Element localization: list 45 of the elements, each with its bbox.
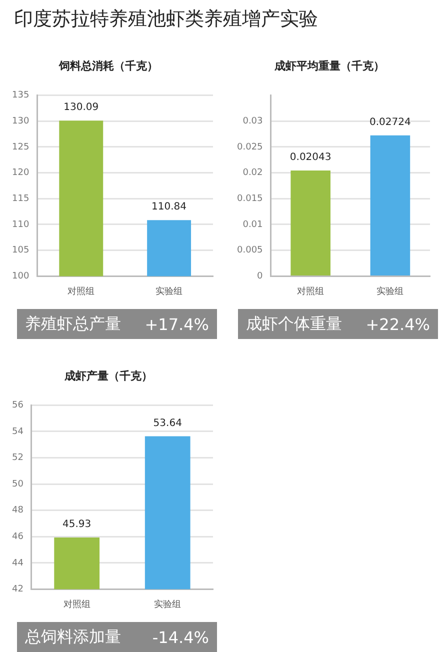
x-tick-label: 对照组 bbox=[63, 598, 90, 610]
chart-title: 成虾平均重量（千克） bbox=[274, 59, 384, 72]
y-tick-label: 0.02 bbox=[242, 168, 263, 178]
y-tick-label: 48 bbox=[12, 506, 24, 516]
y-tick-label: 42 bbox=[12, 584, 24, 595]
y-tick-label: 100 bbox=[12, 272, 30, 282]
x-tick-label: 实验组 bbox=[156, 286, 183, 297]
text: 总饲料添加量 bbox=[25, 626, 121, 648]
y-tick-label: 115 bbox=[12, 194, 30, 204]
data-label: 0.02724 bbox=[370, 116, 411, 128]
text: 成虾个体重量 bbox=[246, 314, 342, 334]
y-tick-label: 0.015 bbox=[237, 194, 263, 204]
y-tick-label: 56 bbox=[12, 400, 24, 411]
text: -14.4% bbox=[152, 628, 209, 646]
y-tick-label: 52 bbox=[12, 453, 24, 464]
y-tick-label: 54 bbox=[12, 426, 24, 437]
chart-title: 饲料总消耗（千克） bbox=[58, 59, 158, 72]
y-tick-label: 120 bbox=[12, 168, 30, 178]
y-tick-label: 130 bbox=[12, 116, 30, 126]
y-tick-label: 0 bbox=[257, 272, 264, 282]
data-label: 130.09 bbox=[64, 102, 99, 114]
x-tick-label: 实验组 bbox=[154, 598, 182, 610]
y-tick-label: 44 bbox=[12, 558, 24, 568]
data-label: 53.64 bbox=[153, 418, 182, 429]
y-tick-label: 105 bbox=[12, 246, 30, 256]
data-label: 110.84 bbox=[152, 202, 187, 213]
y-tick-label: 125 bbox=[12, 142, 30, 152]
y-tick-label: 46 bbox=[12, 532, 24, 542]
text: +17.4% bbox=[144, 314, 209, 334]
text: +22.4% bbox=[366, 314, 430, 334]
text: 印度苏拉特养殖池虾类养殖增产实验 bbox=[14, 7, 319, 32]
x-tick-label: 对照组 bbox=[297, 286, 324, 297]
y-tick-label: 0.01 bbox=[242, 220, 263, 230]
y-tick-label: 110 bbox=[12, 220, 30, 230]
y-tick-label: 50 bbox=[12, 479, 24, 490]
x-tick-label: 实验组 bbox=[376, 286, 404, 297]
data-label: 45.93 bbox=[62, 519, 92, 530]
y-tick-label: 0.005 bbox=[237, 246, 263, 256]
chart-title: 成虾产量（千克） bbox=[64, 369, 152, 382]
y-tick-label: 0.03 bbox=[242, 116, 263, 126]
y-tick-label: 0.025 bbox=[237, 142, 263, 152]
data-label: 0.02043 bbox=[290, 152, 332, 164]
text: 养殖虾总产量 bbox=[25, 314, 121, 334]
y-tick-label: 135 bbox=[12, 90, 30, 101]
x-tick-label: 对照组 bbox=[68, 286, 95, 297]
